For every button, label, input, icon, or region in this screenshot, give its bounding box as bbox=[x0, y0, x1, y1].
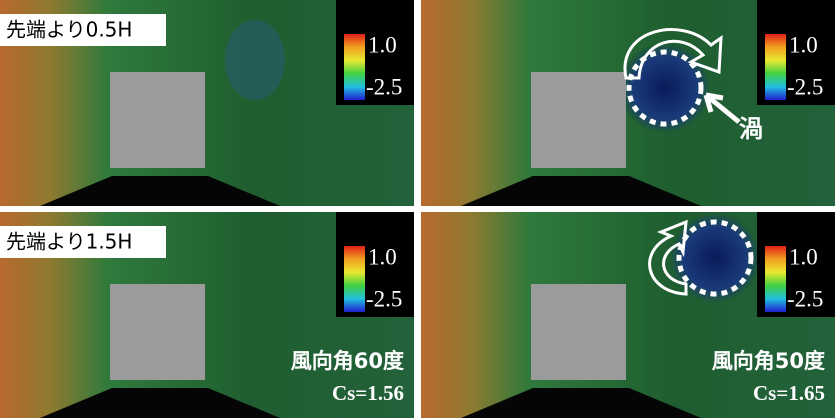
flow-panel: 1.0 -2.5 先端より1.5H 風向角60度 Cs=1.56 bbox=[0, 212, 414, 418]
position-label: 先端より0.5H bbox=[6, 18, 132, 42]
figure: 1.0 -2.5 先端より0.5H 1.0 -2.5 渦 1.0 -2.5 先端より1.5H 風向… bbox=[0, 0, 835, 419]
colorbar-min: -2.5 bbox=[366, 286, 402, 311]
cs-value: Cs=1.65 bbox=[753, 381, 825, 405]
building bbox=[531, 284, 626, 380]
colorbar-min: -2.5 bbox=[787, 74, 823, 99]
flow-panel: 1.0 -2.5 風向角50度 Cs=1.65 bbox=[421, 212, 835, 418]
colorbar-min: -2.5 bbox=[787, 286, 823, 311]
cs-value: Cs=1.56 bbox=[332, 381, 404, 405]
colorbar-max: 1.0 bbox=[368, 244, 397, 269]
vortex-core bbox=[670, 213, 760, 303]
vortex-core bbox=[620, 43, 710, 133]
building bbox=[110, 72, 205, 168]
colorbar-max: 1.0 bbox=[789, 32, 818, 57]
wind-angle: 風向角50度 bbox=[712, 349, 825, 373]
building bbox=[110, 284, 205, 380]
flow-panel: 1.0 -2.5 先端より0.5H bbox=[0, 0, 414, 206]
wind-angle: 風向角60度 bbox=[291, 349, 404, 373]
colorbar-min: -2.5 bbox=[366, 74, 402, 99]
building bbox=[531, 72, 626, 168]
colorbar bbox=[765, 246, 786, 312]
vortex-label: 渦 bbox=[739, 115, 763, 143]
colorbar bbox=[344, 246, 365, 312]
position-label: 先端より1.5H bbox=[6, 230, 132, 254]
flow-panel: 1.0 -2.5 渦 bbox=[421, 0, 835, 206]
low-pressure bbox=[225, 20, 285, 100]
colorbar-max: 1.0 bbox=[368, 32, 397, 57]
colorbar bbox=[344, 34, 365, 100]
colorbar bbox=[765, 34, 786, 100]
colorbar-max: 1.0 bbox=[789, 244, 818, 269]
